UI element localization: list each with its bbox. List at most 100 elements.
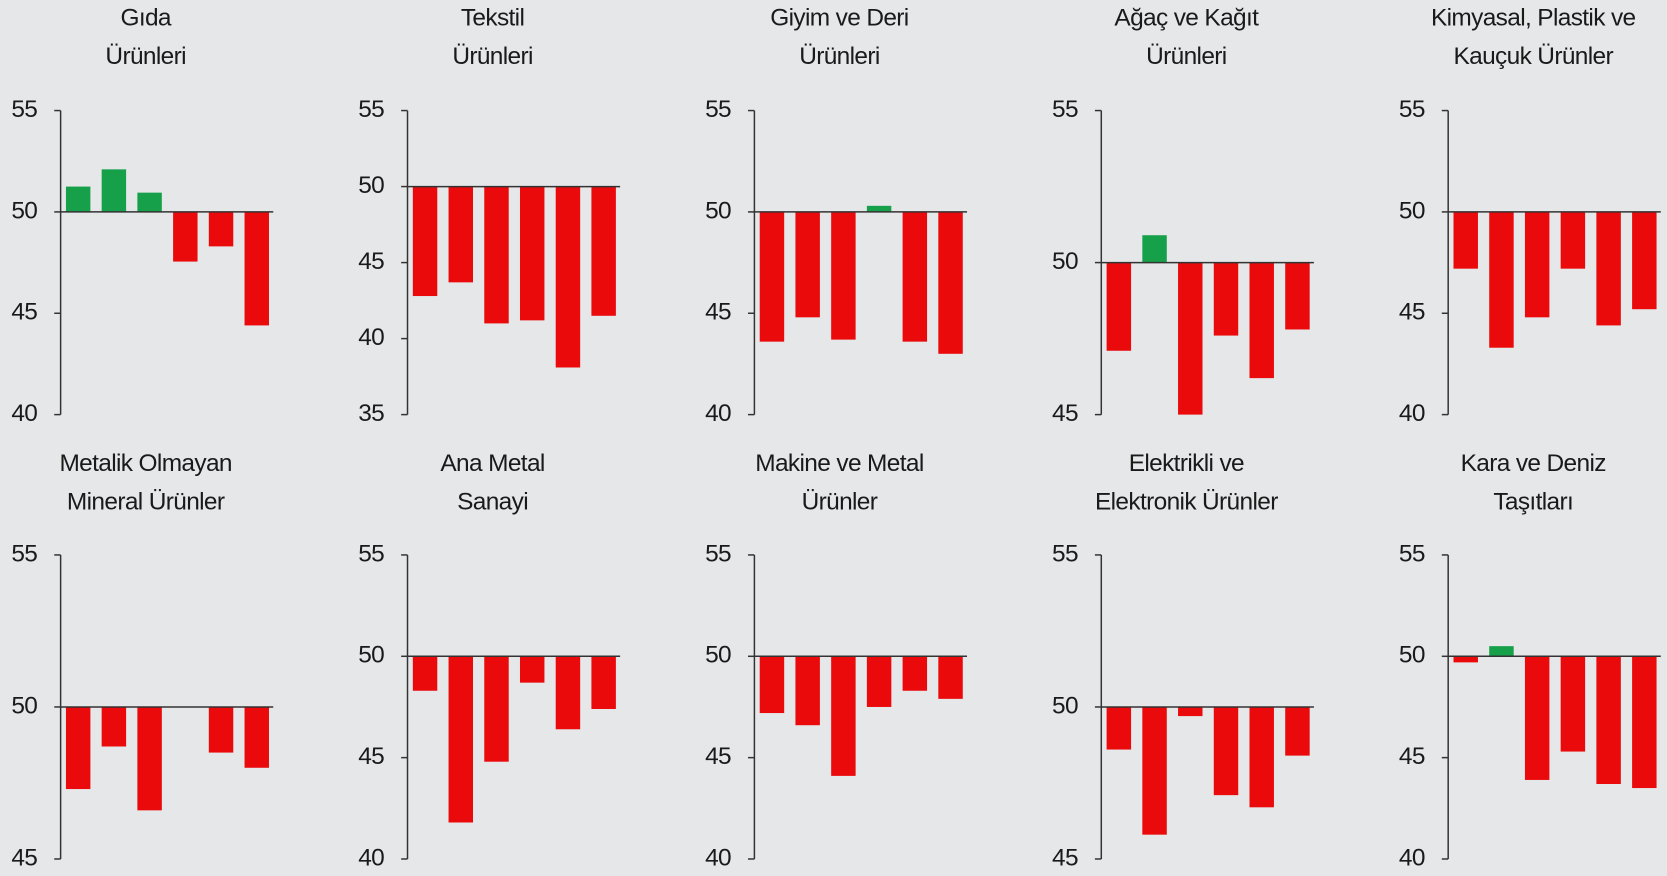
chart-title: Ürünler bbox=[802, 488, 878, 515]
bar bbox=[65, 706, 91, 790]
chart-title: Metalik Olmayan bbox=[59, 450, 231, 477]
bar bbox=[1142, 706, 1167, 835]
bar bbox=[759, 656, 785, 714]
bar bbox=[1178, 262, 1203, 415]
bar bbox=[101, 706, 127, 747]
bar bbox=[484, 186, 509, 324]
bar bbox=[1524, 656, 1550, 780]
y-tick-label: 35 bbox=[358, 400, 384, 427]
y-tick-label: 45 bbox=[705, 743, 731, 770]
bar bbox=[1213, 706, 1239, 796]
y-tick-label: 45 bbox=[358, 248, 384, 275]
bar bbox=[795, 211, 820, 318]
bar bbox=[591, 656, 616, 709]
y-tick-label: 55 bbox=[1052, 540, 1078, 567]
y-tick-label: 40 bbox=[358, 844, 384, 871]
bar bbox=[1249, 706, 1274, 808]
chart-title: Elektrikli ve bbox=[1129, 450, 1244, 477]
bar bbox=[1285, 262, 1310, 330]
bar bbox=[1285, 706, 1310, 756]
bar bbox=[1560, 211, 1586, 269]
chart-title: Kauçuk Ürünler bbox=[1453, 43, 1613, 70]
bar bbox=[555, 186, 581, 368]
chart-title: Gıda bbox=[120, 5, 171, 32]
bar bbox=[866, 205, 892, 212]
bar bbox=[1453, 656, 1478, 663]
bar bbox=[244, 211, 269, 326]
bar bbox=[1524, 211, 1550, 318]
y-tick-label: 55 bbox=[1399, 540, 1425, 567]
chart-title: Kimyasal, Plastik ve bbox=[1431, 5, 1636, 32]
bar bbox=[831, 211, 856, 340]
bar bbox=[208, 211, 234, 247]
bar bbox=[1489, 211, 1514, 348]
bar bbox=[1106, 262, 1132, 351]
y-tick-label: 55 bbox=[358, 540, 384, 567]
bar bbox=[591, 186, 616, 316]
bar bbox=[1632, 211, 1657, 310]
bar bbox=[1596, 656, 1621, 784]
bar bbox=[866, 656, 892, 707]
chart-title: Tekstil bbox=[461, 5, 524, 32]
y-tick-label: 45 bbox=[1399, 299, 1425, 326]
y-tick-label: 40 bbox=[705, 400, 731, 427]
bar bbox=[795, 656, 820, 726]
y-tick-label: 55 bbox=[1399, 96, 1425, 123]
chart-title: Mineral Ürünler bbox=[67, 488, 225, 515]
bar bbox=[101, 169, 127, 212]
bar bbox=[65, 186, 91, 212]
bar bbox=[1489, 646, 1514, 657]
bar bbox=[1453, 211, 1478, 269]
y-tick-label: 40 bbox=[705, 844, 731, 871]
chart-title: Sanayi bbox=[457, 488, 528, 515]
bar bbox=[412, 656, 438, 691]
bar bbox=[1106, 706, 1132, 750]
y-tick-label: 55 bbox=[11, 540, 37, 567]
bar bbox=[759, 211, 785, 342]
chart-title: Ürünleri bbox=[1146, 43, 1226, 70]
y-tick-label: 50 bbox=[358, 172, 384, 199]
y-tick-label: 50 bbox=[358, 642, 384, 669]
y-tick-label: 40 bbox=[358, 324, 384, 351]
chart-title: Ürünleri bbox=[452, 43, 532, 70]
bar bbox=[484, 656, 509, 762]
y-tick-label: 45 bbox=[358, 743, 384, 770]
bar bbox=[1142, 235, 1167, 263]
y-tick-label: 40 bbox=[11, 400, 37, 427]
bar bbox=[244, 706, 269, 768]
bar bbox=[938, 211, 963, 354]
chart-title: Ürünleri bbox=[799, 43, 879, 70]
bar bbox=[1632, 656, 1657, 789]
y-tick-label: 50 bbox=[1052, 692, 1078, 719]
bar bbox=[831, 656, 856, 776]
y-tick-label: 45 bbox=[1399, 743, 1425, 770]
y-tick-label: 55 bbox=[358, 96, 384, 123]
y-tick-label: 50 bbox=[705, 642, 731, 669]
y-tick-label: 55 bbox=[1052, 96, 1078, 123]
y-tick-label: 45 bbox=[1052, 400, 1078, 427]
y-tick-label: 50 bbox=[705, 197, 731, 224]
bar bbox=[137, 192, 162, 212]
chart-title: Giyim ve Deri bbox=[770, 5, 908, 32]
y-tick-label: 50 bbox=[11, 692, 37, 719]
bar bbox=[902, 211, 928, 342]
y-tick-label: 40 bbox=[1399, 400, 1425, 427]
chart-title: Ürünleri bbox=[105, 43, 185, 70]
bar bbox=[208, 706, 234, 753]
bar bbox=[519, 186, 545, 321]
y-tick-label: 40 bbox=[1399, 844, 1425, 871]
bar bbox=[1178, 706, 1203, 717]
y-tick-label: 50 bbox=[1399, 197, 1425, 224]
y-tick-label: 45 bbox=[705, 299, 731, 326]
y-tick-label: 50 bbox=[11, 197, 37, 224]
bar bbox=[173, 211, 198, 262]
bar bbox=[555, 656, 581, 730]
bar bbox=[412, 186, 438, 297]
y-tick-label: 45 bbox=[1052, 844, 1078, 871]
y-tick-label: 45 bbox=[11, 844, 37, 871]
y-tick-label: 50 bbox=[1399, 642, 1425, 669]
bar bbox=[1213, 262, 1239, 336]
y-tick-label: 55 bbox=[705, 96, 731, 123]
